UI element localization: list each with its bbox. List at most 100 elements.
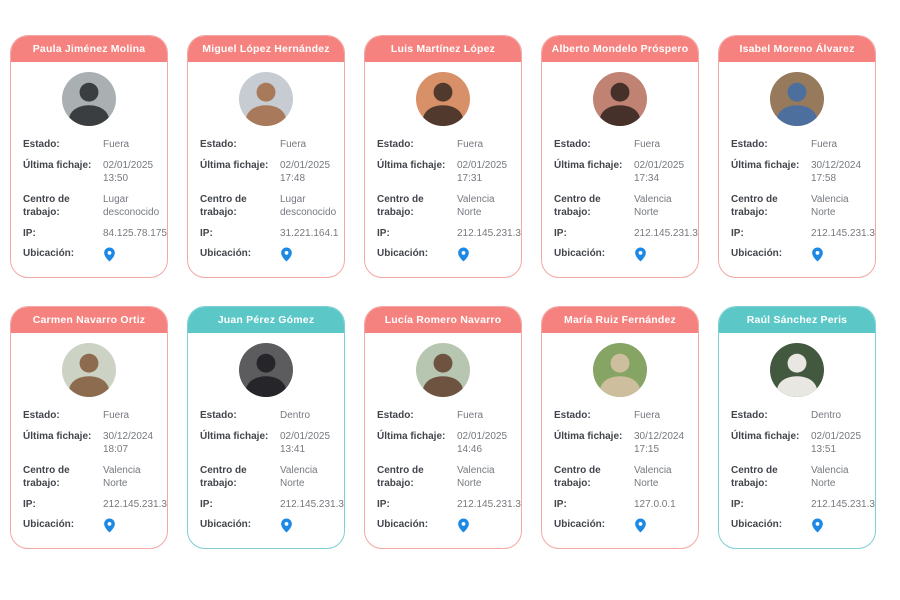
ubicacion-value xyxy=(811,518,863,538)
fichaje-value: 30/12/2024 17:15 xyxy=(634,430,685,456)
field-label-ip: IP: xyxy=(200,227,213,239)
ubicacion-value xyxy=(103,247,155,267)
person-silhouette-icon xyxy=(599,353,641,397)
field-label-ubicacion: Ubicación: xyxy=(23,248,75,259)
card-body: Estado: Fuera Última fichaje: 02/01/2025 1… xyxy=(365,62,521,277)
avatar xyxy=(62,343,116,397)
field-label-centro: Centro de trabajo: xyxy=(200,464,247,490)
employee-name-header: Paula Jiménez Molina xyxy=(11,36,167,62)
field-label-ip: IP: xyxy=(554,227,567,239)
ubicacion-value xyxy=(811,247,863,267)
field-label-estado: Estado: xyxy=(23,139,60,150)
fichaje-value: 02/01/2025 17:34 xyxy=(634,159,685,185)
employee-name-header: Lucía Romero Navarro xyxy=(365,307,521,333)
field-label-centro: Centro de trabajo: xyxy=(554,193,601,219)
field-label-fichaje: Última fichaje: xyxy=(731,430,800,442)
field-list: Estado: Dentro Última fichaje: 02/01/2025 … xyxy=(731,409,875,538)
ip-value: 212.145.231.35 xyxy=(457,498,522,510)
field-row-centro: Centro de trabajo: Valencia Norte xyxy=(23,464,155,491)
field-row-centro: Centro de trabajo: Lugar desconocido xyxy=(23,193,159,220)
field-row-ubicacion: Ubicación: xyxy=(377,518,509,538)
field-row-ubicacion: Ubicación: xyxy=(554,518,686,538)
field-row-ip: IP: 212.145.231.35 xyxy=(377,498,521,512)
employee-card: Luis Martínez López Estado: Fuera Última … xyxy=(364,35,522,278)
location-pin-icon[interactable] xyxy=(457,518,470,533)
field-row-ubicacion: Ubicación: xyxy=(23,518,155,538)
location-pin-icon[interactable] xyxy=(103,518,116,533)
field-label-centro: Centro de trabajo: xyxy=(23,193,70,219)
field-label-estado: Estado: xyxy=(377,139,414,150)
field-list: Estado: Fuera Última fichaje: 02/01/2025 1… xyxy=(377,138,521,267)
employee-name: Luis Martínez López xyxy=(390,43,496,55)
employee-name-header: Juan Pérez Gómez xyxy=(188,307,344,333)
person-silhouette-icon xyxy=(776,82,818,126)
field-row-estado: Estado: Dentro xyxy=(731,409,863,423)
field-row-ip: IP: 212.145.231.35 xyxy=(554,227,698,241)
employee-name-header: Miguel López Hernández xyxy=(188,36,344,62)
card-body: Estado: Dentro Última fichaje: 02/01/2025 … xyxy=(188,333,344,548)
field-row-fichaje: Última fichaje: 02/01/2025 14:46 xyxy=(377,430,509,457)
location-pin-icon[interactable] xyxy=(811,247,824,262)
location-pin-icon[interactable] xyxy=(457,247,470,262)
field-row-ubicacion: Ubicación: xyxy=(731,247,863,267)
avatar xyxy=(239,72,293,126)
field-row-ip: IP: 212.145.231.35 xyxy=(731,498,875,512)
fichaje-value: 02/01/2025 17:48 xyxy=(280,159,331,185)
field-row-ip: IP: 212.145.231.35 xyxy=(731,227,875,241)
location-pin-icon[interactable] xyxy=(634,518,647,533)
field-label-estado: Estado: xyxy=(731,139,768,150)
location-pin-icon[interactable] xyxy=(280,247,293,262)
location-pin-icon[interactable] xyxy=(811,518,824,533)
field-label-fichaje: Última fichaje: xyxy=(554,430,623,442)
field-label-ip: IP: xyxy=(731,227,744,239)
card-body: Estado: Fuera Última fichaje: 02/01/2025 1… xyxy=(188,62,344,277)
field-row-ip: IP: 127.0.0.1 xyxy=(554,498,686,512)
field-label-ubicacion: Ubicación: xyxy=(200,248,252,259)
field-list: Estado: Fuera Última fichaje: 02/01/2025 1… xyxy=(554,138,698,267)
employee-card: María Ruiz Fernández Estado: Fuera Última… xyxy=(541,306,699,549)
person-silhouette-icon xyxy=(599,82,641,126)
field-row-fichaje: Última fichaje: 30/12/2024 17:15 xyxy=(554,430,686,457)
employee-card: Miguel López Hernández Estado: Fuera Últi… xyxy=(187,35,345,278)
field-label-fichaje: Última fichaje: xyxy=(23,159,92,171)
field-label-estado: Estado: xyxy=(23,410,60,421)
location-pin-icon[interactable] xyxy=(634,247,647,262)
employee-card: Raúl Sánchez Peris Estado: Dentro Última … xyxy=(718,306,876,549)
card-body: Estado: Fuera Última fichaje: 02/01/2025 1… xyxy=(11,62,167,277)
fichaje-value: 02/01/2025 14:46 xyxy=(457,430,508,456)
employee-name-header: Luis Martínez López xyxy=(365,36,521,62)
employee-name: Isabel Moreno Álvarez xyxy=(739,43,855,55)
location-pin-icon[interactable] xyxy=(103,247,116,262)
location-pin-icon[interactable] xyxy=(280,518,293,533)
field-label-fichaje: Última fichaje: xyxy=(377,159,446,171)
field-label-centro: Centro de trabajo: xyxy=(23,464,70,490)
fichaje-value: 02/01/2025 13:51 xyxy=(811,430,862,456)
avatar xyxy=(593,72,647,126)
field-row-ip: IP: 212.145.231.35 xyxy=(377,227,521,241)
field-label-estado: Estado: xyxy=(377,410,414,421)
card-body: Estado: Fuera Última fichaje: 30/12/2024 1… xyxy=(719,62,875,277)
field-row-centro: Centro de trabajo: Valencia Norte xyxy=(377,193,509,220)
estado-value: Fuera xyxy=(280,139,307,150)
field-label-ubicacion: Ubicación: xyxy=(377,248,429,259)
field-row-fichaje: Última fichaje: 02/01/2025 17:48 xyxy=(200,159,332,186)
estado-value: Fuera xyxy=(103,139,130,150)
avatar xyxy=(770,343,824,397)
estado-value: Fuera xyxy=(634,410,661,421)
estado-value: Fuera xyxy=(103,410,130,421)
field-list: Estado: Fuera Última fichaje: 02/01/2025 1… xyxy=(200,138,338,267)
person-silhouette-icon xyxy=(422,82,464,126)
field-row-ip: IP: 84.125.78.175 xyxy=(23,227,167,241)
field-row-estado: Estado: Fuera xyxy=(200,138,332,152)
field-label-fichaje: Última fichaje: xyxy=(200,430,269,442)
field-row-ubicacion: Ubicación: xyxy=(23,247,155,267)
field-row-centro: Centro de trabajo: Valencia Norte xyxy=(554,193,686,220)
avatar xyxy=(770,72,824,126)
field-row-fichaje: Última fichaje: 02/01/2025 13:51 xyxy=(731,430,863,457)
employee-name-header: Raúl Sánchez Peris xyxy=(719,307,875,333)
field-row-centro: Centro de trabajo: Valencia Norte xyxy=(377,464,509,491)
centro-value: Lugar desconocido xyxy=(280,193,337,219)
field-label-centro: Centro de trabajo: xyxy=(554,464,601,490)
field-list: Estado: Fuera Última fichaje: 02/01/2025 1… xyxy=(377,409,521,538)
field-row-ip: IP: 212.145.231.35 xyxy=(23,498,167,512)
